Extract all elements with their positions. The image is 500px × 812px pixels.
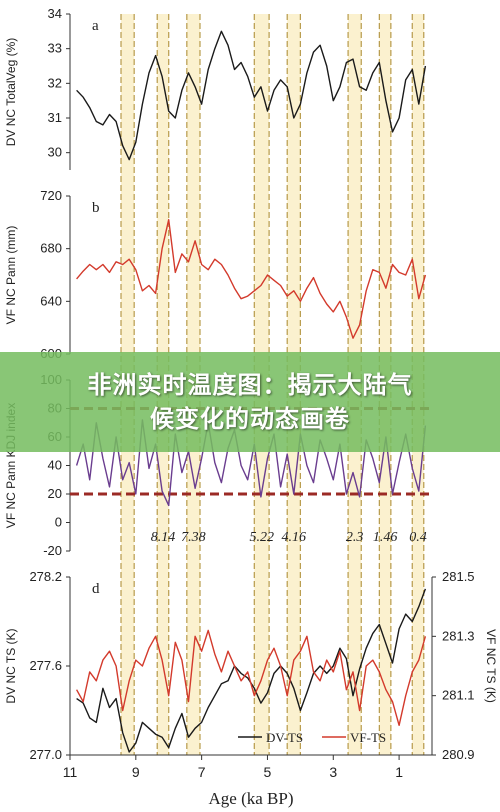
y-tick-label: 34 (48, 6, 62, 21)
legend-label: VF-TS (350, 730, 386, 745)
y-tick-label: 31 (48, 110, 62, 125)
y-tick-label: 0 (55, 515, 62, 530)
y-tick-label: 278.2 (29, 569, 62, 584)
y-tick-label: 277.6 (29, 658, 62, 673)
y-axis-label: VF NC Pann (mm) (4, 226, 18, 325)
y-tick-label: 40 (48, 458, 62, 473)
shared-x-axis: 11 9 7 5 3 1 Age (ka BP) (63, 754, 432, 808)
y-tick-label: 20 (48, 486, 62, 501)
panel-2: 720680640600VF NC Pann (mm)b (4, 188, 427, 361)
x-tick-label: 1 (395, 764, 403, 780)
panel-1: 34 33 32 31 30 DV NC TotalVeg (%) a (4, 6, 427, 170)
event-annotation: 8.14 (151, 530, 176, 545)
y-tick-label: 680 (40, 241, 62, 256)
series-line (75, 629, 427, 726)
y-axis-label: DV NC TS (K) (4, 628, 18, 703)
y-tick-label: -20 (43, 543, 62, 558)
x-tick-label: 3 (329, 764, 337, 780)
series-line (76, 218, 427, 339)
y2-axis-label: VF NC TS (K) (484, 629, 498, 703)
panel-label: a (92, 18, 99, 34)
event-annotation: 0.4 (409, 530, 427, 545)
x-tick-label: 7 (198, 764, 206, 780)
event-annotation: 7.38 (181, 530, 206, 545)
panel-label: d (92, 581, 100, 597)
event-annotation: 2.3 (346, 530, 364, 545)
legend-label: DV-TS (266, 730, 303, 745)
series-line (76, 30, 427, 161)
y-axis-label: DV NC TotalVeg (%) (4, 38, 18, 147)
event-annotation: 5.22 (249, 530, 274, 545)
y2-tick-label: 281.3 (442, 628, 475, 643)
y-tick-label: 33 (48, 41, 62, 56)
panel-4: 278.2 277.6 277.0 281.5 281.3 281.1 280.9 VF NC… (4, 569, 498, 762)
legend: DV-TS VF-TS (238, 730, 386, 745)
y2-tick-label: 281.1 (442, 688, 475, 703)
x-tick-label: 11 (63, 764, 78, 780)
panel-label: b (92, 200, 100, 216)
event-annotation: 1.46 (373, 530, 398, 545)
y-tick-label: 720 (40, 188, 62, 203)
y-tick-label: 30 (48, 145, 62, 160)
x-tick-label: 5 (264, 764, 272, 780)
banner-title-line-2: 候变化的动态画卷 (150, 405, 350, 433)
title-banner: 非洲实时温度图：揭示大陆气 候变化的动态画卷 (0, 352, 500, 452)
y2-tick-label: 280.9 (442, 747, 475, 762)
y2-tick-label: 281.5 (442, 569, 475, 584)
x-tick-label: 9 (132, 764, 140, 780)
banner-title-line-1: 非洲实时温度图：揭示大陆气 (87, 371, 413, 399)
x-axis-label: Age (ka BP) (209, 789, 294, 808)
y-tick-label: 32 (48, 75, 62, 90)
y-tick-label: 277.0 (29, 747, 62, 762)
event-annotation: 4.16 (282, 530, 307, 545)
y-tick-label: 640 (40, 293, 62, 308)
